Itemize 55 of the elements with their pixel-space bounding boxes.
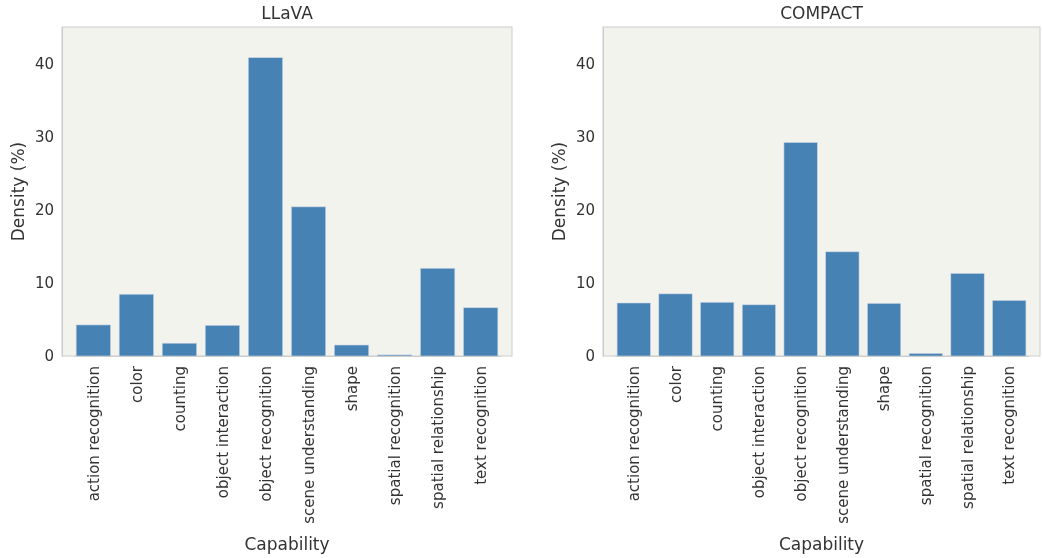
bar	[75, 324, 111, 357]
x-tick-label: spatial relationship	[958, 366, 977, 509]
bar	[291, 206, 327, 357]
bar	[783, 142, 818, 357]
bar	[992, 300, 1027, 357]
bar	[420, 267, 456, 357]
bar	[825, 251, 860, 357]
bar	[908, 353, 943, 357]
y-tick-label: 10	[575, 274, 595, 293]
x-tick-label: action recognition	[625, 366, 644, 502]
bar	[463, 307, 499, 357]
x-axis-title: Capability	[778, 534, 865, 554]
x-tick-label: spatial recognition	[385, 366, 404, 506]
x-tick-label: counting	[170, 366, 189, 432]
bar	[334, 344, 370, 357]
bar	[247, 57, 283, 357]
x-tick-label: object recognition	[791, 366, 810, 502]
x-tick-label: shape	[342, 366, 361, 412]
y-tick-label: 0	[585, 347, 595, 366]
bar	[204, 324, 240, 357]
x-tick-label: spatial relationship	[428, 366, 447, 509]
y-tick-label: 40	[575, 54, 595, 73]
x-tick-label: object interaction	[750, 366, 769, 499]
y-axis-title: Density (%)	[8, 141, 28, 242]
x-tick-label: object recognition	[256, 366, 275, 502]
x-tick-label: text recognition	[471, 366, 490, 485]
y-tick-label: 20	[575, 201, 595, 220]
bar	[741, 304, 776, 357]
chart-title: LLaVA	[261, 3, 314, 23]
y-tick-label: 40	[34, 54, 54, 73]
bar	[118, 293, 154, 357]
bar	[950, 273, 985, 357]
x-tick-label: action recognition	[84, 366, 103, 502]
y-tick-label: 10	[34, 274, 54, 293]
x-tick-label: color	[127, 365, 146, 403]
bar	[161, 342, 197, 357]
y-tick-label: 30	[575, 127, 595, 146]
x-tick-label: scene understanding	[299, 366, 318, 524]
x-axis-title: Capability	[244, 534, 330, 554]
chart-title: COMPACT	[780, 3, 864, 23]
y-tick-label: 0	[44, 347, 54, 366]
x-tick-label: counting	[708, 366, 727, 432]
bar	[867, 303, 902, 357]
x-tick-label: spatial recognition	[917, 366, 936, 506]
x-tick-label: object interaction	[213, 366, 232, 499]
y-axis-title: Density (%)	[549, 141, 569, 242]
x-tick-label: text recognition	[1000, 366, 1019, 485]
x-tick-label: scene understanding	[833, 366, 852, 524]
x-tick-label: color	[666, 365, 685, 403]
bar	[616, 302, 651, 357]
y-tick-label: 20	[34, 201, 54, 220]
y-tick-label: 30	[34, 127, 54, 146]
x-tick-label: shape	[875, 366, 894, 412]
bar	[700, 301, 735, 357]
bar	[658, 293, 693, 357]
